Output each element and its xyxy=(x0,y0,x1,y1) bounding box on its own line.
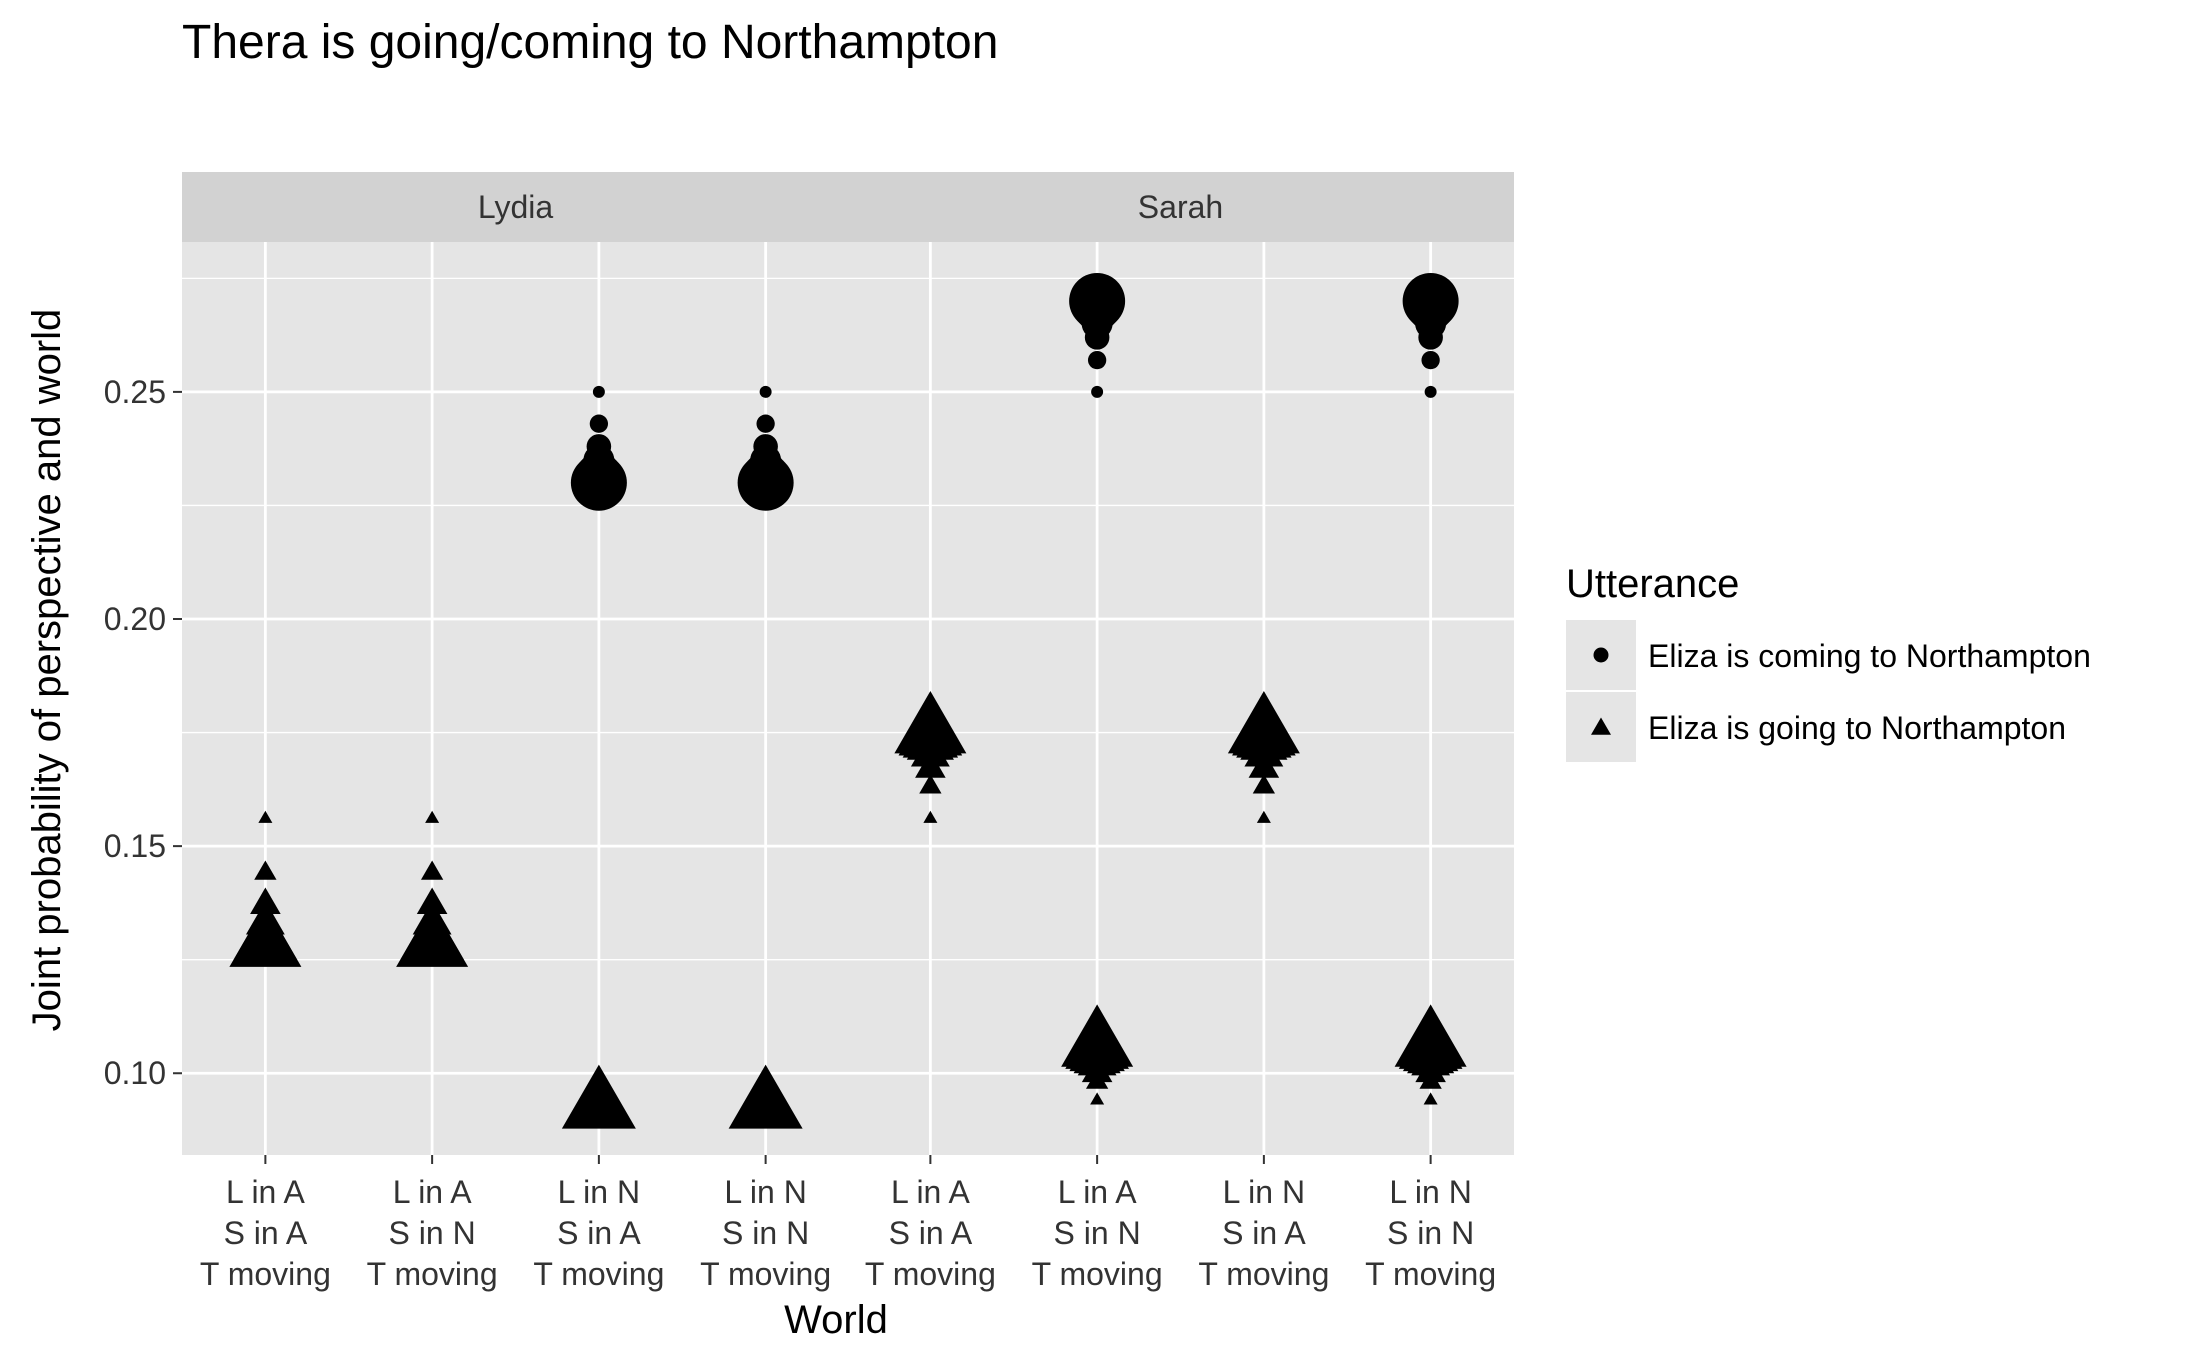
x-tick-label: T moving xyxy=(1365,1256,1496,1292)
y-axis-title: Joint probability of perspective and wor… xyxy=(25,309,69,1032)
x-tick-label: L in A xyxy=(393,1174,473,1210)
x-tick-label: T moving xyxy=(865,1256,996,1292)
x-tick-label: T moving xyxy=(1198,1256,1329,1292)
y-tick-label: 0.25 xyxy=(104,374,166,410)
data-point-circle xyxy=(759,385,772,398)
x-axis-title: World xyxy=(784,1298,888,1342)
facet-strip xyxy=(182,172,849,242)
legend-circle-marker xyxy=(1593,647,1609,663)
data-point-triangle xyxy=(923,810,938,823)
data-point-triangle xyxy=(1256,810,1271,823)
data-point-triangle xyxy=(258,810,273,823)
x-tick-label: S in A xyxy=(224,1215,308,1251)
data-point-triangle xyxy=(229,904,302,967)
data-point-triangle xyxy=(1090,1092,1105,1105)
data-point-circle xyxy=(1421,350,1440,370)
facet-strip-label: Lydia xyxy=(478,189,554,225)
x-tick-label: T moving xyxy=(200,1256,331,1292)
facet-strip xyxy=(847,172,1514,242)
legend-entries: Eliza is coming to Northampton Eliza is g… xyxy=(1566,620,2091,762)
facet-panel-sarah: Sarah L in A S in A T moving L in A S in N T m… xyxy=(847,172,1514,1292)
panels-layer: Lydia L in A S in A T moving L in A S in N T m… xyxy=(104,172,1514,1292)
chart-title: Thera is going/coming to Northampton xyxy=(182,16,998,69)
data-point-circle xyxy=(737,454,794,511)
data-point-triangle xyxy=(919,774,942,794)
x-tick-label: S in A xyxy=(1222,1215,1306,1251)
data-point-triangle xyxy=(1394,1004,1467,1067)
x-tick-label: S in N xyxy=(1387,1215,1474,1251)
data-point-triangle xyxy=(561,1064,636,1129)
y-tick-label: 0.10 xyxy=(104,1055,166,1091)
data-point-circle xyxy=(756,414,775,433)
data-point-triangle xyxy=(1227,690,1300,754)
data-point-triangle xyxy=(728,1064,803,1129)
x-tick-label: T moving xyxy=(533,1256,664,1292)
y-axis: 0.10 0.15 0.20 0.25 xyxy=(104,374,182,1091)
x-tick-label: L in A xyxy=(226,1174,306,1210)
data-point-triangle xyxy=(1252,774,1276,794)
data-point-triangle xyxy=(416,887,448,914)
x-tick-label: S in A xyxy=(889,1215,973,1251)
y-tick-label: 0.15 xyxy=(104,828,166,864)
x-tick-label: L in N xyxy=(558,1174,640,1210)
data-point-circle xyxy=(592,385,605,398)
data-point-circle xyxy=(1087,350,1107,370)
x-tick-label: T moving xyxy=(367,1256,498,1292)
x-tick-label: L in N xyxy=(724,1174,806,1210)
data-point-circle xyxy=(1091,385,1104,398)
data-point-circle xyxy=(1069,273,1126,330)
data-point-circle xyxy=(570,454,627,511)
data-point-triangle xyxy=(425,810,440,823)
facet-panel-lydia: Lydia L in A S in A T moving L in A S in N T m… xyxy=(182,172,849,1292)
x-tick-label: T moving xyxy=(1032,1256,1163,1292)
x-tick-label: L in N xyxy=(1223,1174,1305,1210)
panel-background xyxy=(182,242,849,1155)
legend-triangle-marker xyxy=(1591,717,1611,735)
data-point-triangle xyxy=(894,690,967,754)
x-tick-label: T moving xyxy=(700,1256,831,1292)
data-point-triangle xyxy=(1061,1004,1134,1067)
legend: Utterance Eliza is coming to Northampton… xyxy=(1566,562,2091,762)
x-tick-label: L in A xyxy=(1058,1174,1138,1210)
data-point-triangle xyxy=(250,887,281,914)
data-point-circle xyxy=(589,414,609,433)
legend-label: Eliza is coming to Northampton xyxy=(1648,638,2091,674)
legend-title: Utterance xyxy=(1566,562,1739,606)
data-point-triangle xyxy=(396,904,469,967)
data-point-triangle xyxy=(420,860,444,880)
facet-strip-label: Sarah xyxy=(1138,189,1223,225)
x-tick-label: L in N xyxy=(1389,1174,1471,1210)
x-tick-label: L in A xyxy=(891,1174,971,1210)
data-point-circle xyxy=(1424,385,1437,398)
data-point-triangle xyxy=(1423,1092,1438,1105)
data-point-triangle xyxy=(254,860,277,880)
x-tick-label: S in N xyxy=(722,1215,809,1251)
legend-label: Eliza is going to Northampton xyxy=(1648,710,2066,746)
y-tick-label: 0.20 xyxy=(104,601,166,637)
panel-background xyxy=(847,242,1514,1155)
x-tick-label: S in A xyxy=(557,1215,641,1251)
x-tick-label: S in N xyxy=(1054,1215,1141,1251)
data-point-circle xyxy=(1402,273,1459,330)
x-tick-label: S in N xyxy=(389,1215,476,1251)
